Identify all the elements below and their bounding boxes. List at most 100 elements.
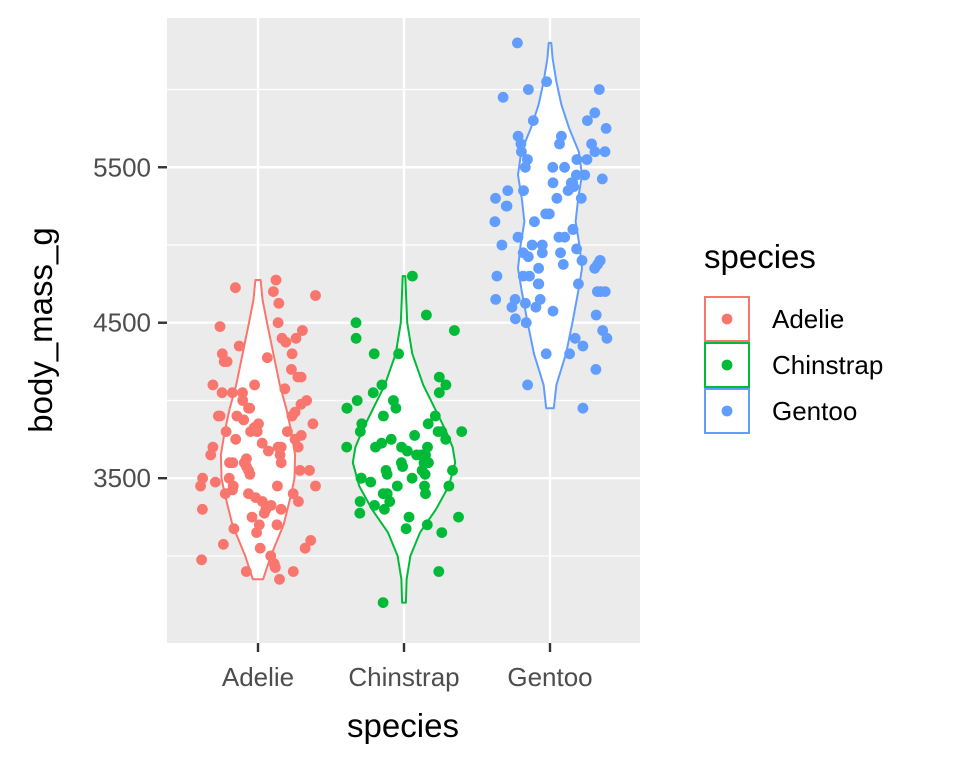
point-chinstrap — [341, 402, 353, 414]
point-adelie — [256, 437, 268, 449]
point-adelie — [230, 282, 241, 294]
point-adelie — [249, 379, 260, 391]
point-chinstrap — [354, 426, 366, 437]
point-gentoo — [569, 332, 581, 344]
point-chinstrap — [436, 527, 448, 538]
point-gentoo — [519, 161, 531, 173]
point-chinstrap — [391, 480, 403, 492]
point-gentoo — [502, 185, 514, 197]
point-gentoo — [536, 247, 548, 259]
point-adelie — [227, 387, 238, 399]
point-gentoo — [496, 239, 508, 251]
point-gentoo — [527, 115, 539, 126]
point-adelie — [268, 286, 279, 297]
point-gentoo — [530, 301, 542, 313]
point-gentoo — [517, 247, 529, 259]
point-adelie — [310, 290, 321, 301]
point-adelie — [218, 538, 229, 550]
point-gentoo — [520, 297, 531, 309]
legend-marker-chinstrap — [721, 359, 733, 371]
point-adelie — [251, 426, 263, 437]
point-adelie — [238, 414, 250, 426]
point-adelie — [218, 356, 230, 367]
point-adelie — [261, 352, 273, 364]
data-points — [195, 37, 613, 608]
point-gentoo — [589, 107, 601, 119]
point-gentoo — [573, 278, 584, 290]
point-gentoo — [547, 305, 559, 317]
y-tick-label: 5500 — [93, 152, 151, 182]
point-gentoo — [500, 200, 512, 212]
point-gentoo — [512, 37, 523, 49]
point-chinstrap — [351, 395, 363, 406]
point-gentoo — [577, 340, 589, 352]
point-adelie — [287, 566, 299, 577]
point-chinstrap — [354, 496, 366, 507]
point-gentoo — [576, 255, 588, 266]
point-gentoo — [559, 161, 570, 173]
point-gentoo — [540, 348, 552, 360]
point-adelie — [263, 445, 274, 457]
point-chinstrap — [433, 371, 445, 383]
point-chinstrap — [368, 348, 380, 360]
legend-label-chinstrap: Chinstrap — [772, 350, 883, 380]
point-adelie — [274, 573, 285, 585]
point-chinstrap — [449, 325, 460, 336]
point-gentoo — [532, 278, 544, 290]
point-adelie — [207, 379, 219, 391]
point-gentoo — [510, 313, 521, 325]
point-adelie — [287, 488, 299, 500]
point-adelie — [260, 503, 272, 515]
point-chinstrap — [419, 468, 431, 480]
point-gentoo — [579, 169, 591, 181]
point-adelie — [240, 566, 252, 577]
point-adelie — [270, 274, 282, 286]
point-adelie — [254, 542, 266, 554]
point-chinstrap — [396, 457, 407, 469]
point-chinstrap — [367, 387, 379, 399]
point-chinstrap — [385, 433, 397, 445]
point-chinstrap — [421, 519, 433, 531]
point-adelie — [197, 503, 208, 515]
point-chinstrap — [421, 309, 432, 321]
point-gentoo — [601, 332, 613, 344]
point-adelie — [233, 340, 245, 352]
point-gentoo — [586, 138, 597, 150]
point-gentoo — [541, 76, 552, 88]
point-adelie — [275, 457, 287, 469]
point-gentoo — [512, 231, 524, 243]
legend-label-gentoo: Gentoo — [772, 396, 857, 426]
point-gentoo — [497, 91, 509, 103]
point-adelie — [286, 364, 297, 375]
point-chinstrap — [422, 441, 433, 453]
point-chinstrap — [447, 465, 458, 476]
point-chinstrap — [403, 511, 415, 523]
point-adelie — [271, 519, 283, 531]
point-gentoo — [489, 216, 501, 228]
y-tick-label: 4500 — [93, 308, 151, 338]
point-chinstrap — [411, 449, 422, 461]
point-chinstrap — [379, 503, 390, 515]
point-chinstrap — [376, 379, 388, 391]
point-gentoo — [490, 294, 502, 305]
point-adelie — [210, 476, 221, 488]
point-chinstrap — [378, 410, 389, 422]
point-gentoo — [564, 348, 575, 360]
point-chinstrap — [354, 507, 366, 519]
point-gentoo — [599, 286, 611, 297]
point-gentoo — [557, 259, 569, 270]
point-chinstrap — [409, 430, 420, 441]
point-gentoo — [536, 239, 548, 251]
point-gentoo — [567, 224, 579, 235]
x-tick-label: Adelie — [222, 662, 294, 692]
point-gentoo — [599, 146, 611, 158]
point-chinstrap — [440, 433, 452, 445]
point-gentoo — [551, 192, 563, 204]
x-tick-label: Gentoo — [507, 662, 592, 692]
point-adelie — [310, 480, 321, 492]
point-gentoo — [575, 192, 587, 204]
point-adelie — [272, 441, 284, 453]
point-chinstrap — [422, 418, 434, 430]
point-adelie — [230, 433, 242, 445]
point-adelie — [299, 542, 311, 554]
